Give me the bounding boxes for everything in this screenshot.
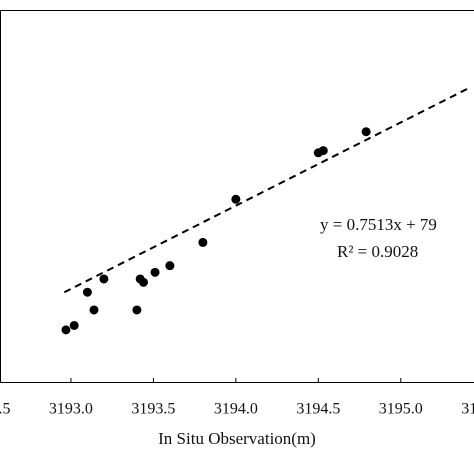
- point: [99, 274, 109, 284]
- point: [231, 194, 241, 204]
- x-axis-label: In Situ Observation(m): [158, 429, 316, 448]
- annotation: R² = 0.9028: [337, 242, 418, 261]
- point: [198, 237, 208, 247]
- x-tick-label: 3194.5: [296, 401, 340, 418]
- x-tick-label: 3194.0: [214, 401, 258, 418]
- point: [150, 267, 160, 277]
- point: [132, 305, 142, 315]
- x-tick-label: 3192.5: [0, 401, 10, 418]
- point: [138, 277, 148, 287]
- trendline: [63, 86, 471, 294]
- plot-frame: [0, 10, 474, 383]
- x-tick-label: 3195.5: [461, 401, 474, 418]
- x-tick-label: 3193.5: [131, 401, 175, 418]
- point: [165, 261, 175, 271]
- x-tick-label: 3193.0: [49, 401, 93, 418]
- point: [361, 127, 371, 137]
- point: [61, 325, 71, 335]
- point: [89, 305, 99, 315]
- point: [82, 287, 92, 297]
- x-tick-label: 3195.0: [379, 401, 423, 418]
- point: [69, 320, 79, 330]
- point: [318, 146, 328, 156]
- annotation: y = 0.7513x + 79: [320, 215, 437, 234]
